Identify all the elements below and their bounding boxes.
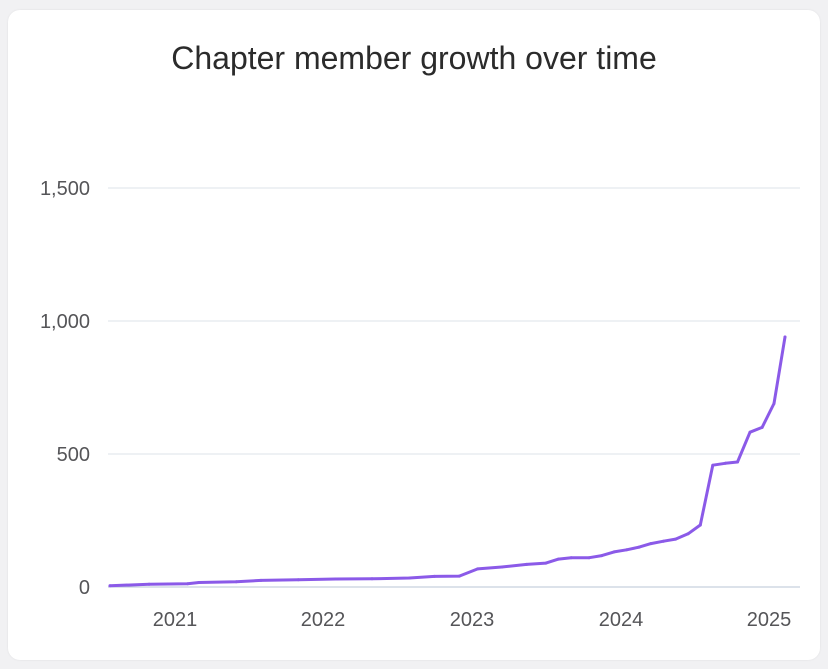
x-tick-label: 2025 xyxy=(747,609,792,631)
data-point xyxy=(772,402,776,405)
data-point xyxy=(600,554,604,558)
data-point xyxy=(525,562,529,566)
data-point xyxy=(408,576,411,580)
x-tick-label: 2022 xyxy=(301,609,346,631)
data-point xyxy=(557,557,560,561)
x-tick-label: 2024 xyxy=(599,609,644,631)
data-point xyxy=(334,577,338,581)
data-point xyxy=(457,574,461,578)
chart-card xyxy=(8,10,820,660)
data-point xyxy=(625,548,629,552)
data-point xyxy=(186,582,190,586)
data-point xyxy=(698,523,702,527)
gridlines xyxy=(108,187,800,588)
data-point xyxy=(370,577,374,581)
data-point xyxy=(783,335,787,339)
data-point xyxy=(612,550,616,554)
y-tick-label: 500 xyxy=(57,444,90,466)
x-axis-ticks: 2021 2022 2023 2024 2025 xyxy=(153,609,792,631)
series-layer xyxy=(108,335,787,588)
x-tick-label: 2021 xyxy=(153,609,198,631)
y-tick-label: 1,000 xyxy=(40,311,90,333)
data-point xyxy=(686,532,690,536)
data-point xyxy=(736,460,739,464)
data-point xyxy=(723,461,727,465)
data-point xyxy=(108,584,112,588)
data-point xyxy=(500,565,504,569)
data-point xyxy=(569,556,573,560)
x-tick-label: 2023 xyxy=(450,609,495,631)
series-line xyxy=(108,335,787,588)
y-tick-label: 1,500 xyxy=(40,178,90,200)
chart-title: Chapter member growth over time xyxy=(171,40,657,76)
data-point xyxy=(748,430,752,434)
data-point xyxy=(662,539,665,543)
y-tick-label: 0 xyxy=(79,577,90,599)
data-point xyxy=(259,578,263,582)
y-axis-ticks: 0 500 1,000 1,500 xyxy=(40,178,90,599)
data-point xyxy=(544,561,548,565)
data-point xyxy=(147,582,151,586)
data-point xyxy=(649,542,653,546)
data-point xyxy=(760,425,764,429)
data-point xyxy=(432,574,436,578)
data-point xyxy=(234,580,238,584)
data-point xyxy=(476,567,480,571)
data-point xyxy=(296,578,300,582)
data-point xyxy=(637,545,641,549)
data-point xyxy=(587,556,591,560)
data-point xyxy=(674,537,678,541)
data-point xyxy=(197,581,201,584)
data-point xyxy=(711,463,715,467)
